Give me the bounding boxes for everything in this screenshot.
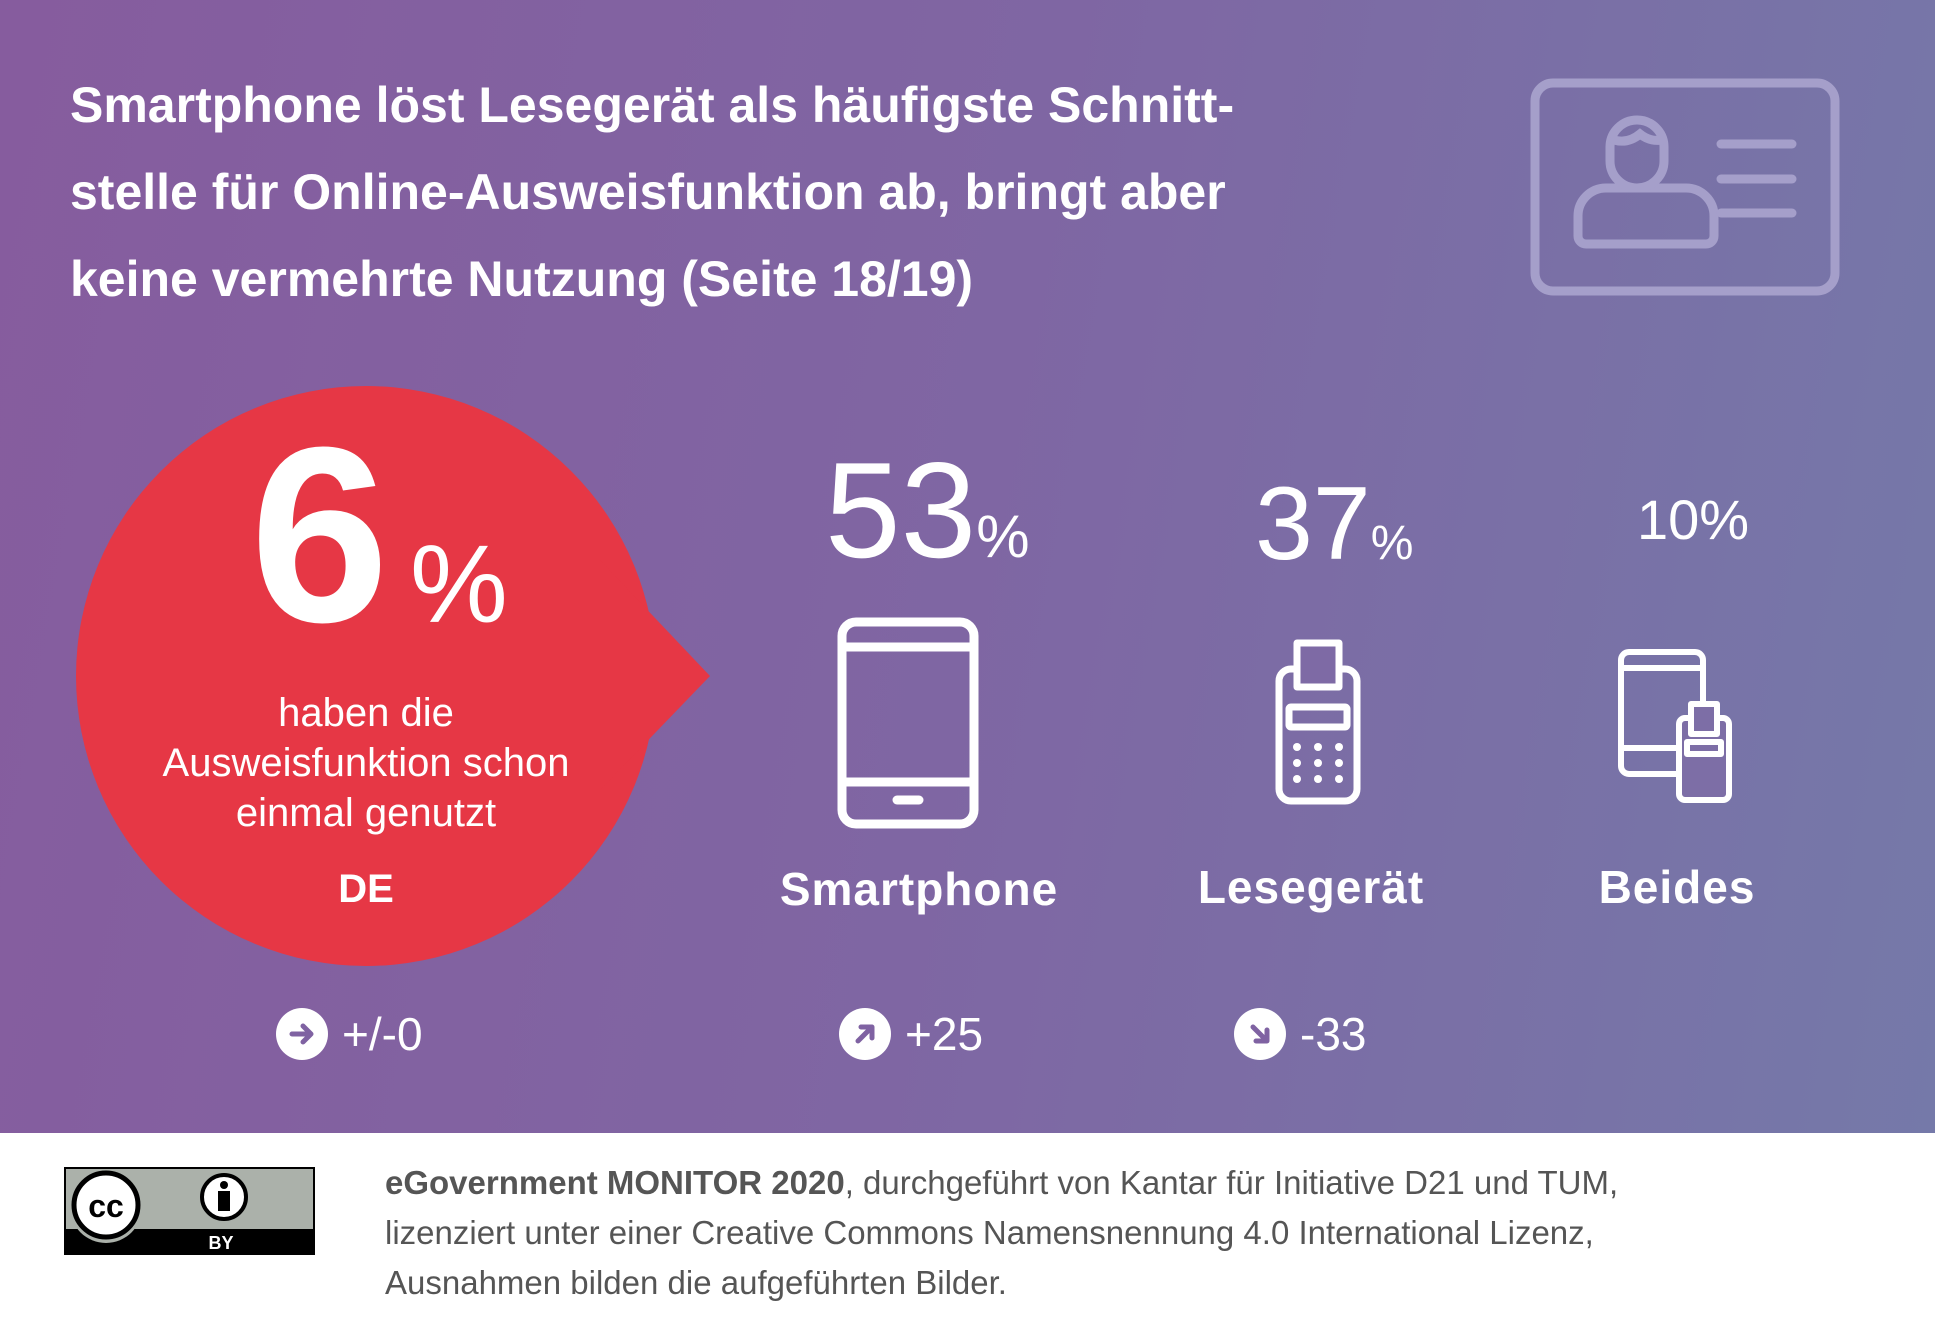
infographic-panel: Smartphone löst Lesegerät als häufigste … <box>0 0 1935 1133</box>
svg-text:cc: cc <box>88 1188 124 1224</box>
footer-text-line: Ausnahmen bilden die aufgeführten Bilder… <box>385 1264 1007 1301</box>
title-line: stelle für Online-Ausweisfunktion ab, br… <box>70 164 1226 220</box>
share-unit: % <box>976 503 1030 570</box>
change-reader: -33 <box>1234 1007 1366 1061</box>
card-reader-icon <box>1275 639 1361 805</box>
share-reader: 37% <box>1255 465 1413 584</box>
change-value: +/-0 <box>342 1008 423 1060</box>
share-unit: % <box>1370 517 1414 570</box>
title-line: keine vermehrte Nutzung (Seite 18/19) <box>70 251 974 307</box>
speech-bubble <box>76 386 710 966</box>
id-card-icon <box>1530 78 1840 296</box>
highlight-text: haben die <box>278 691 454 735</box>
share-value: 10 <box>1637 488 1700 551</box>
label-reader: Lesegerät <box>1197 861 1425 913</box>
highlight-unit: % <box>410 523 508 646</box>
footer-text-line: , durchgeführt von Kantar für Initiative… <box>844 1164 1619 1201</box>
arrow-down-right-icon <box>1234 1008 1286 1060</box>
footer-credits: eGovernment MONITOR 2020, durchgeführt v… <box>385 1158 1618 1308</box>
highlight-value: 6 <box>250 395 390 674</box>
arrow-up-right-icon <box>839 1008 891 1060</box>
arrow-right-icon <box>276 1008 328 1060</box>
highlight-text: einmal genutzt <box>235 791 497 835</box>
change-value: +25 <box>905 1008 984 1060</box>
label-smartphone: Smartphone <box>779 863 1059 915</box>
title-line: Smartphone löst Lesegerät als häufigste … <box>70 77 1235 133</box>
footer-text-line: lizenziert unter einer Creative Commons … <box>385 1214 1594 1251</box>
label-both: Beides <box>1598 861 1756 913</box>
share-both: 10% <box>1637 487 1749 552</box>
cc-by-license-badge: cc BY <box>64 1167 315 1255</box>
share-value: 37 <box>1255 466 1371 582</box>
share-value: 53 <box>825 434 977 586</box>
change-overall: +/-0 <box>276 1007 423 1061</box>
share-smartphone: 53% <box>825 432 1030 588</box>
svg-text:BY: BY <box>208 1233 233 1253</box>
change-smartphone: +25 <box>839 1007 983 1061</box>
highlight-text: Ausweisfunktion schon <box>162 741 570 785</box>
phone-and-reader-icon <box>1618 649 1732 803</box>
share-unit: % <box>1699 488 1750 551</box>
smartphone-icon <box>837 617 979 829</box>
page-title: Smartphone löst Lesegerät als häufigste … <box>70 62 1234 323</box>
change-value: -33 <box>1300 1008 1367 1060</box>
publication-name: eGovernment MONITOR 2020 <box>385 1164 845 1201</box>
region-label: DE <box>338 867 394 911</box>
